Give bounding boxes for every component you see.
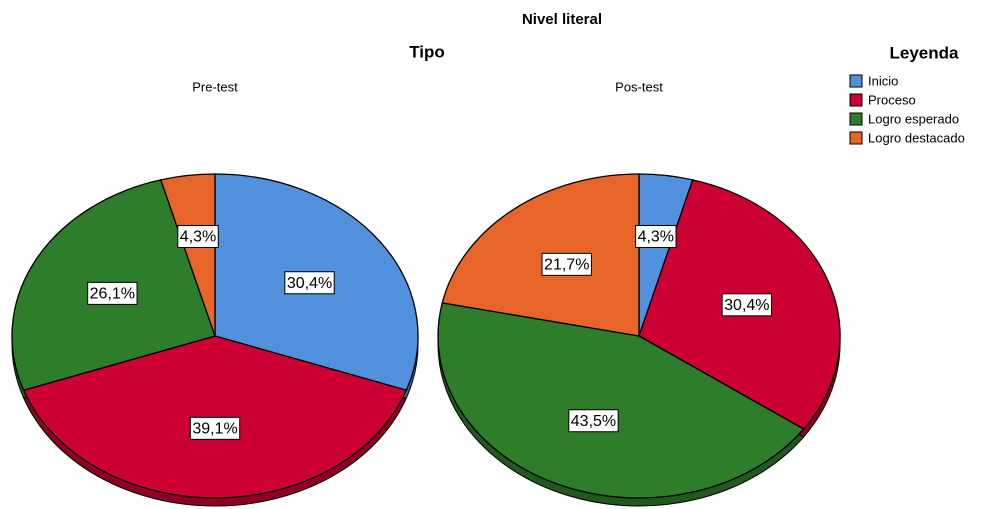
slice xyxy=(437,302,805,499)
data-label: 43,5% xyxy=(571,413,616,430)
data-label: 26,1% xyxy=(90,286,135,303)
chart-subtitle: Tipo xyxy=(409,42,445,61)
legend-swatch xyxy=(849,93,863,107)
data-label-box xyxy=(177,224,219,248)
data-label: 30,4% xyxy=(287,275,332,292)
data-label: 4,3% xyxy=(180,229,216,246)
legend-label: Logro destacado xyxy=(868,130,965,145)
legend-label: Logro esperado xyxy=(868,111,959,126)
data-label-box xyxy=(568,409,619,433)
pie xyxy=(437,173,841,507)
slice xyxy=(441,173,640,337)
data-label-box xyxy=(635,224,677,248)
pie-title: Pos-test xyxy=(615,79,663,94)
legend-swatch xyxy=(849,131,863,145)
data-label-box xyxy=(541,252,592,276)
legend-swatch xyxy=(849,112,863,126)
data-label: 30,4% xyxy=(724,297,769,314)
pie xyxy=(11,173,419,507)
data-label-box xyxy=(721,293,773,317)
data-label: 4,3% xyxy=(638,229,674,246)
data-label-box xyxy=(284,271,335,295)
legend-label: Inicio xyxy=(868,73,898,88)
legend-swatch xyxy=(849,74,863,88)
data-label-box xyxy=(189,416,241,440)
legend-title: Leyenda xyxy=(890,43,960,62)
data-label-box xyxy=(87,281,138,305)
data-label: 39,1% xyxy=(192,421,237,438)
legend-label: Proceso xyxy=(868,92,916,107)
chart-title: Nivel literal xyxy=(522,11,602,28)
data-label: 21,7% xyxy=(544,257,589,274)
slice xyxy=(159,173,216,337)
pie-title: Pre-test xyxy=(192,79,238,94)
